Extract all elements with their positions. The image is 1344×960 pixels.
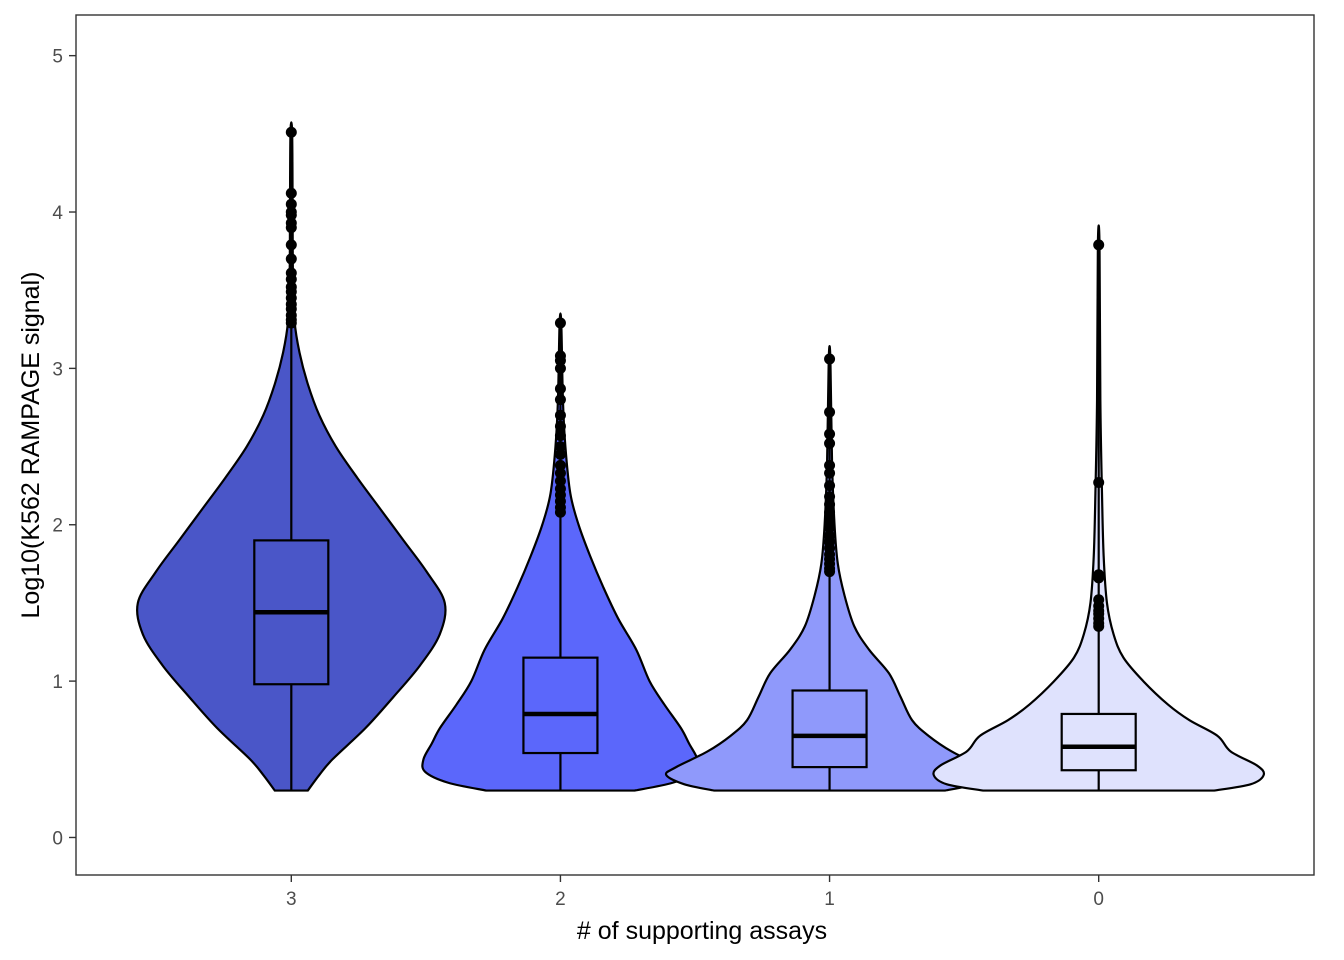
violin-group-1 <box>664 345 995 792</box>
y-tick-label: 0 <box>52 828 63 849</box>
outlier-point <box>554 317 566 329</box>
outlier-point <box>554 409 566 421</box>
outlier-point <box>554 448 566 460</box>
x-axis-title: # of supporting assays <box>577 917 827 945</box>
outlier-point <box>824 498 836 510</box>
violin-group-3 <box>136 121 447 792</box>
outlier-point <box>824 522 836 534</box>
outlier-point <box>554 441 566 453</box>
violin-group-0 <box>932 224 1266 792</box>
outlier-point <box>824 491 836 503</box>
x-tick-label: 2 <box>555 889 566 910</box>
outlier-point <box>554 506 566 518</box>
panel-border <box>75 14 1315 876</box>
outlier-point <box>554 459 566 471</box>
outlier-point <box>285 209 297 221</box>
outlier-point <box>285 198 297 210</box>
outlier-point <box>824 428 836 440</box>
x-tick-label: 1 <box>824 889 835 910</box>
iqr-box-1 <box>791 689 868 769</box>
x-tick-label: 3 <box>286 889 297 910</box>
iqr-box-2 <box>522 656 599 755</box>
y-tick-label: 3 <box>52 359 63 380</box>
y-tick-label: 1 <box>52 672 63 693</box>
outlier-point <box>1093 620 1105 632</box>
outlier-point <box>554 394 566 406</box>
outlier-point <box>285 126 297 138</box>
outlier-point <box>554 430 566 442</box>
outlier-point <box>554 475 566 487</box>
outlier-point <box>824 406 836 418</box>
outlier-point <box>824 480 836 492</box>
outlier-point <box>285 187 297 199</box>
violin-group-2 <box>421 312 700 792</box>
iqr-box-0 <box>1060 712 1137 772</box>
marks-layer <box>136 121 1266 792</box>
outlier-point <box>554 420 566 432</box>
outlier-point <box>824 514 836 526</box>
outlier-point <box>824 353 836 365</box>
outlier-point <box>285 273 297 285</box>
outlier-point <box>1093 239 1105 251</box>
outlier-point <box>824 459 836 471</box>
outlier-point <box>554 383 566 395</box>
y-axis-title: Log10(K562 RAMPAGE signal) <box>17 272 45 619</box>
outlier-point <box>1093 477 1105 489</box>
outlier-point <box>285 253 297 265</box>
outlier-point <box>824 437 836 449</box>
outlier-point <box>824 566 836 578</box>
outlier-point <box>554 355 566 367</box>
outlier-point <box>824 467 836 479</box>
y-tick-label: 4 <box>52 203 63 224</box>
x-tick-label: 0 <box>1093 889 1104 910</box>
x-axis: 3 2 1 0 <box>286 875 1104 910</box>
y-axis: 0 1 2 3 4 5 <box>52 47 76 849</box>
outlier-point <box>285 222 297 234</box>
outlier-point <box>1093 572 1105 584</box>
y-tick-label: 2 <box>52 516 63 537</box>
outlier-point <box>554 467 566 479</box>
y-tick-label: 5 <box>52 47 63 68</box>
outlier-point <box>285 317 297 329</box>
outlier-point <box>554 362 566 374</box>
outlier-point <box>824 506 836 518</box>
outlier-point <box>285 239 297 251</box>
